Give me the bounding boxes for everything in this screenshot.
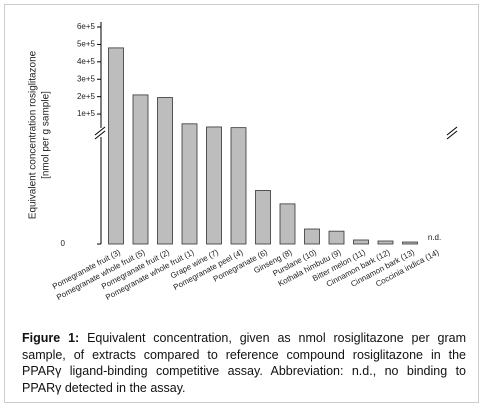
bar bbox=[157, 97, 173, 245]
y-tick-label: 1e+5 bbox=[77, 109, 96, 118]
bar bbox=[279, 203, 296, 245]
bar bbox=[230, 127, 247, 245]
chart: Equivalent concentration rosiglitazone [… bbox=[28, 22, 458, 302]
value-label: n.d. bbox=[428, 233, 441, 242]
bar bbox=[108, 47, 124, 245]
figure-frame bbox=[4, 4, 479, 403]
y-axis-label: Equivalent concentration rosiglitazone bbox=[28, 50, 39, 219]
y-tick-label: 6e+5 bbox=[77, 22, 96, 31]
bar bbox=[353, 239, 369, 245]
y-tick-label: 3e+5 bbox=[77, 74, 96, 83]
caption: Figure 1: Equivalent concentration, give… bbox=[22, 330, 466, 396]
bar bbox=[255, 190, 271, 245]
y-axis-label: [nmol per g sample] bbox=[41, 91, 52, 179]
caption-label: Figure 1: bbox=[22, 331, 80, 345]
bar bbox=[181, 123, 198, 245]
bar bbox=[377, 240, 394, 245]
y-tick-label: 4e+5 bbox=[77, 57, 96, 66]
y-tick-label: 2e+5 bbox=[77, 92, 96, 101]
caption-text: Equivalent concentration, given as nmol … bbox=[22, 331, 466, 395]
bar bbox=[328, 230, 345, 245]
bar bbox=[206, 126, 222, 245]
y-tick-label: 5e+5 bbox=[77, 40, 96, 49]
y-tick-label: 0 bbox=[61, 239, 66, 248]
bar bbox=[402, 241, 418, 245]
bar bbox=[304, 228, 320, 245]
bar bbox=[132, 94, 149, 245]
axis-break bbox=[94, 126, 458, 140]
